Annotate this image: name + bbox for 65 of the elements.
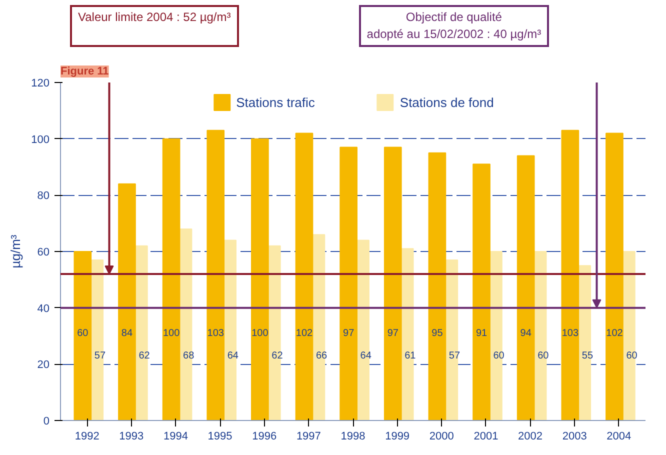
bar	[384, 147, 402, 421]
data-label: 62	[138, 350, 150, 362]
x-tick-label: 1999	[385, 430, 410, 443]
x-tick-label: 2002	[518, 430, 543, 443]
data-label: 103	[562, 328, 579, 340]
data-label: 66	[316, 350, 328, 362]
y-tick-label: 0	[43, 416, 50, 428]
bar	[516, 156, 535, 421]
data-label: 100	[252, 328, 269, 340]
x-tick-label: 1998	[340, 430, 366, 443]
data-label: 57	[448, 350, 460, 362]
x-tick-label: 1995	[208, 430, 232, 443]
y-tick-label: 20	[37, 359, 50, 372]
x-tick-label: 1993	[119, 430, 144, 443]
data-label: 60	[493, 350, 505, 362]
data-label: 60	[626, 350, 638, 362]
x-tick-label: 1996	[252, 430, 277, 443]
data-label: 103	[207, 328, 224, 340]
data-label: 94	[520, 328, 532, 340]
data-label: 64	[360, 350, 372, 362]
data-label: 84	[121, 328, 133, 340]
data-label: 57	[94, 350, 106, 362]
legend-label: Stations de fond	[400, 94, 494, 110]
chart-title: Figure 11	[60, 66, 109, 78]
x-tick-label: 2001	[474, 430, 498, 443]
data-label: 95	[432, 328, 444, 340]
data-label: 62	[272, 350, 284, 362]
y-tick-label: 80	[37, 190, 50, 202]
ref-line-label: Valeur limite 2004 : 52 µg/m³	[78, 9, 231, 26]
bar	[606, 132, 624, 421]
data-label: 61	[404, 350, 416, 362]
bar	[340, 147, 358, 421]
bar	[74, 251, 92, 421]
legend-label: Stations trafic	[236, 94, 315, 110]
x-tick-label: 1992	[74, 430, 100, 443]
bar	[251, 138, 269, 421]
data-label: 97	[343, 328, 355, 340]
x-tick-label: 1994	[163, 430, 188, 443]
data-label: 64	[227, 350, 239, 362]
data-label: 60	[77, 328, 89, 340]
data-label: 97	[387, 328, 399, 340]
x-tick-label: 2003	[562, 430, 587, 443]
x-tick-label: 1997	[296, 430, 321, 443]
bar	[295, 132, 314, 421]
x-tick-label: 2000	[429, 430, 454, 443]
data-label: 102	[606, 328, 624, 340]
data-label: 55	[582, 350, 594, 362]
y-tick-label: 100	[31, 134, 50, 146]
ref-line-label: Objectif de qualité adopté au 15/02/2002 : 40 µg/m³	[366, 9, 542, 44]
bar	[206, 130, 225, 421]
y-tick-label: 120	[31, 78, 50, 90]
bar	[428, 152, 446, 421]
bar	[561, 130, 580, 421]
y-tick-label: 40	[37, 303, 50, 316]
y-axis-title: µg/m³	[8, 234, 24, 269]
bar	[162, 138, 180, 421]
x-tick-label: 2004	[606, 430, 632, 443]
data-label: 102	[296, 328, 314, 340]
bar	[472, 164, 490, 421]
data-label: 100	[162, 328, 180, 340]
data-label: 68	[183, 350, 195, 362]
data-label: 91	[476, 328, 488, 340]
data-label: 60	[538, 350, 550, 362]
y-tick-label: 60	[37, 246, 50, 259]
bar	[118, 184, 136, 421]
